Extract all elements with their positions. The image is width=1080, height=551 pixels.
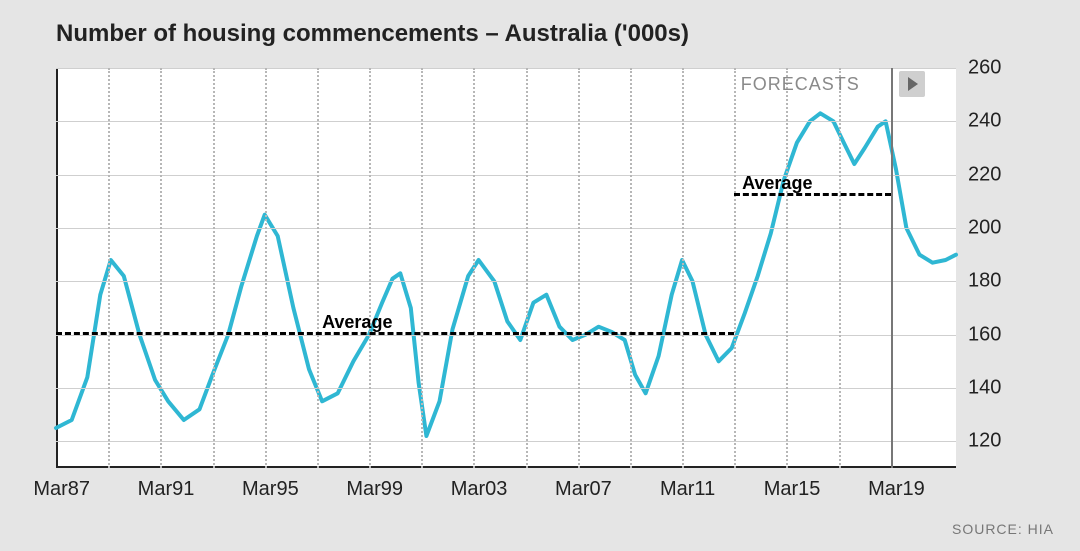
forecast-divider: [891, 68, 893, 468]
source-label: SOURCE: HIA: [952, 521, 1054, 537]
x-axis-label: Mar11: [660, 478, 715, 501]
y-axis-label: 140: [968, 377, 1001, 400]
y-gridline: [56, 121, 956, 122]
forecast-label: FORECASTS: [741, 74, 860, 95]
y-axis-label: 160: [968, 323, 1001, 346]
x-gridline-minor: [630, 68, 632, 468]
y-axis-label: 260: [968, 57, 1001, 80]
x-axis-label: Mar91: [138, 478, 195, 501]
x-gridline-major: [682, 68, 684, 468]
y-axis-label: 200: [968, 217, 1001, 240]
x-axis-label: Mar19: [868, 478, 925, 501]
x-gridline-minor: [108, 68, 110, 468]
x-gridline-major: [786, 68, 788, 468]
x-axis-label: Mar07: [555, 478, 612, 501]
x-gridline-minor: [839, 68, 841, 468]
y-gridline: [56, 68, 956, 69]
y-gridline: [56, 281, 956, 282]
y-gridline: [56, 388, 956, 389]
x-gridline-minor: [526, 68, 528, 468]
forecast-arrow-icon: [899, 71, 925, 97]
y-axis-label: 220: [968, 163, 1001, 186]
x-gridline-major: [160, 68, 162, 468]
y-gridline: [56, 228, 956, 229]
line-series-svg: [56, 68, 956, 468]
y-axis-label: 120: [968, 430, 1001, 453]
x-gridline-major: [578, 68, 580, 468]
y-axis-label: 240: [968, 110, 1001, 133]
chart-title: Number of housing commencements – Austra…: [56, 20, 689, 48]
average-line-0: [56, 332, 734, 335]
x-gridline-minor: [421, 68, 423, 468]
x-gridline-minor: [213, 68, 215, 468]
x-gridline-major: [265, 68, 267, 468]
x-axis-label: Mar15: [764, 478, 821, 501]
x-axis-label: Mar95: [242, 478, 299, 501]
x-gridline-minor: [317, 68, 319, 468]
x-gridline-major: [369, 68, 371, 468]
average-label-1: Average: [742, 173, 812, 194]
x-gridline-major: [473, 68, 475, 468]
x-axis-label: Mar03: [451, 478, 508, 501]
y-gridline: [56, 441, 956, 442]
y-gridline: [56, 175, 956, 176]
y-axis-label: 180: [968, 270, 1001, 293]
average-label-0: Average: [322, 312, 392, 333]
x-axis-label: Mar99: [346, 478, 403, 501]
x-axis-label: Mar87: [33, 478, 90, 501]
chart-area: 120140160180200220240260Mar87Mar91Mar95M…: [56, 68, 1016, 468]
x-gridline-minor: [734, 68, 736, 468]
